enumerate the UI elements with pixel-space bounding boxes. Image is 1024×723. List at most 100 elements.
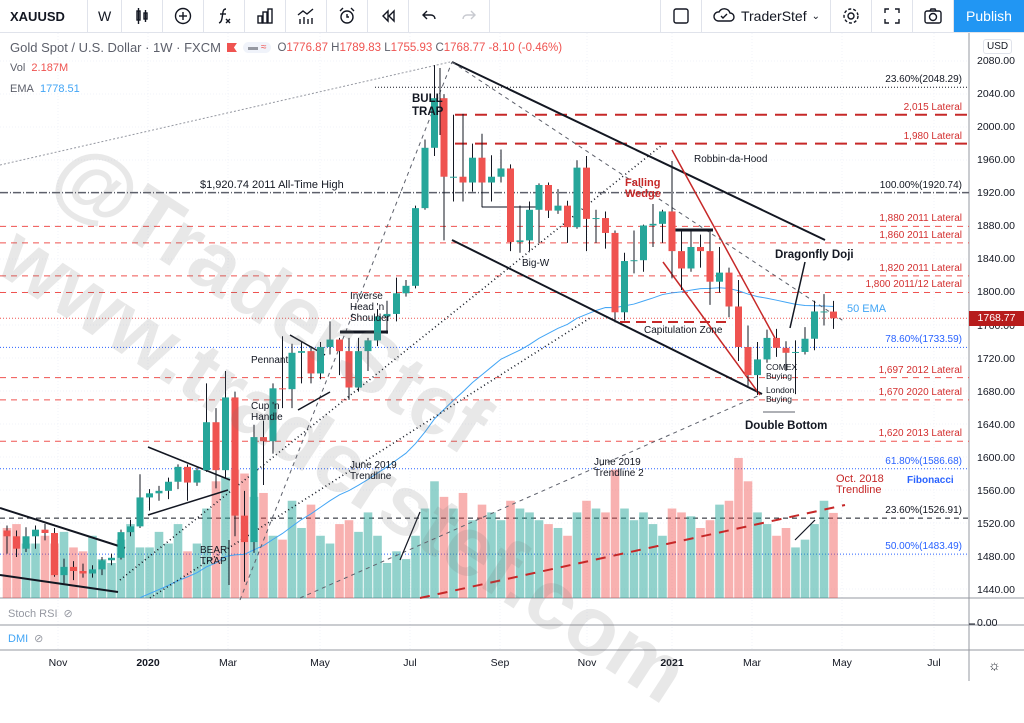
volume-bar (325, 543, 335, 598)
gear-icon[interactable] (831, 0, 872, 32)
volume-bar (781, 527, 791, 598)
candle-body (108, 557, 115, 561)
volume-bar (411, 535, 420, 598)
volume-bar (829, 512, 838, 598)
volume-bar (515, 508, 525, 598)
annotation-dragonfly-doji: Dragonfly Doji (775, 249, 854, 261)
candle-body (3, 530, 11, 537)
candle-body (146, 493, 153, 498)
annotation-london: London Buying (766, 385, 795, 404)
candle-body (288, 352, 296, 390)
volume-bar (373, 535, 382, 598)
replay-icon[interactable] (368, 0, 410, 32)
candle-body (545, 184, 552, 211)
volume-bar (620, 508, 629, 598)
candle-body (374, 316, 381, 341)
candle-body (678, 251, 685, 269)
eye-off-icon[interactable]: ⊘ (63, 608, 73, 620)
candle-body (564, 205, 571, 228)
fx-indicators-icon[interactable] (204, 0, 246, 32)
indicator-icon[interactable] (286, 0, 328, 32)
volume-bar (287, 500, 297, 598)
publish-button[interactable]: Publish (954, 0, 1024, 32)
volume-bar (363, 512, 373, 598)
redo-icon[interactable] (449, 0, 491, 32)
volume-bar (800, 539, 810, 598)
level-label: 61.80%(1586.68) (885, 455, 962, 467)
candle-body (41, 529, 49, 533)
volume-bar (202, 508, 211, 598)
market-status-pill[interactable]: ▬ ≈ (242, 42, 272, 53)
annotation-50-ema: 50 EMA (847, 303, 887, 315)
price-tick: 1480.00 (977, 550, 1015, 563)
undo-icon[interactable] (409, 0, 449, 32)
volume-bar (525, 512, 534, 598)
volume-bar (724, 500, 734, 598)
settings-sun-icon[interactable]: ☼ (988, 657, 1001, 673)
trendline (0, 61, 451, 166)
level-label: 1,820 2011 Lateral (879, 262, 962, 274)
candle-body (640, 225, 647, 261)
candle-body (79, 571, 87, 574)
volume-bar (12, 524, 21, 598)
flag-icon[interactable] (226, 43, 237, 52)
candle-body (801, 338, 809, 352)
camera-icon[interactable] (913, 0, 954, 32)
candle-body (279, 388, 286, 390)
candle-body (241, 515, 248, 543)
candle-body (336, 339, 343, 352)
candle-body (744, 347, 752, 376)
time-tick: Sep (490, 657, 510, 669)
trendline (451, 61, 826, 241)
candle-body (649, 223, 657, 226)
volume-bar (354, 531, 363, 598)
candle-body (231, 397, 239, 516)
volume-bar (639, 512, 648, 598)
account-dropdown[interactable]: TraderStef ⌄ (702, 0, 831, 32)
currency-button[interactable]: USD (983, 39, 1013, 54)
layout-icon[interactable] (661, 0, 702, 32)
volume-bar (449, 508, 458, 598)
candle-body (355, 351, 362, 388)
candle-body (307, 351, 315, 374)
volume-bar (344, 520, 354, 598)
candle-body (127, 526, 134, 533)
time-tick: Jul (927, 657, 941, 669)
symbol-search[interactable]: XAUUSD (0, 0, 88, 32)
alert-icon[interactable] (327, 0, 369, 32)
time-tick: May (832, 657, 852, 669)
price-tick: 2080.00 (977, 55, 1015, 67)
minus-icon: ▬ (247, 42, 258, 53)
volume-bar (116, 539, 126, 598)
volume-bar (791, 547, 800, 598)
stoch-rsi-pane-label: Stoch RSI ⊘ (8, 607, 73, 621)
volume-bar (31, 543, 40, 598)
candle-body (478, 157, 486, 183)
level-label: 78.60%(1733.59) (885, 334, 962, 346)
fullscreen-icon[interactable] (872, 0, 913, 32)
trendline (671, 149, 777, 341)
annotation-bear-trap: BEAR TRAP (200, 545, 228, 567)
price-tick: 1720.00 (977, 352, 1015, 365)
volume-bar (648, 524, 658, 598)
time-tick: Jul (403, 657, 417, 669)
candle-body (22, 536, 30, 549)
volume-bar (268, 535, 278, 598)
chart-canvas[interactable] (0, 0, 1024, 681)
level-label: 1,670 2020 Lateral (878, 386, 962, 398)
time-tick: Nov (577, 657, 597, 669)
templates-icon[interactable] (245, 0, 287, 32)
level-label: 23.60%(1526.91) (885, 505, 962, 517)
volume-bar (762, 524, 772, 598)
volume-bar (772, 535, 781, 598)
candle-body (469, 157, 476, 183)
add-compare-icon[interactable] (163, 0, 205, 32)
volume-bar (107, 562, 116, 598)
interval-button[interactable]: W (88, 0, 123, 32)
volume-bar (534, 520, 544, 598)
candle-body (402, 285, 410, 294)
volume-bar (487, 512, 496, 598)
candles-icon[interactable] (122, 0, 164, 32)
candle-body (184, 466, 191, 483)
eye-off-icon[interactable]: ⊘ (34, 633, 44, 645)
